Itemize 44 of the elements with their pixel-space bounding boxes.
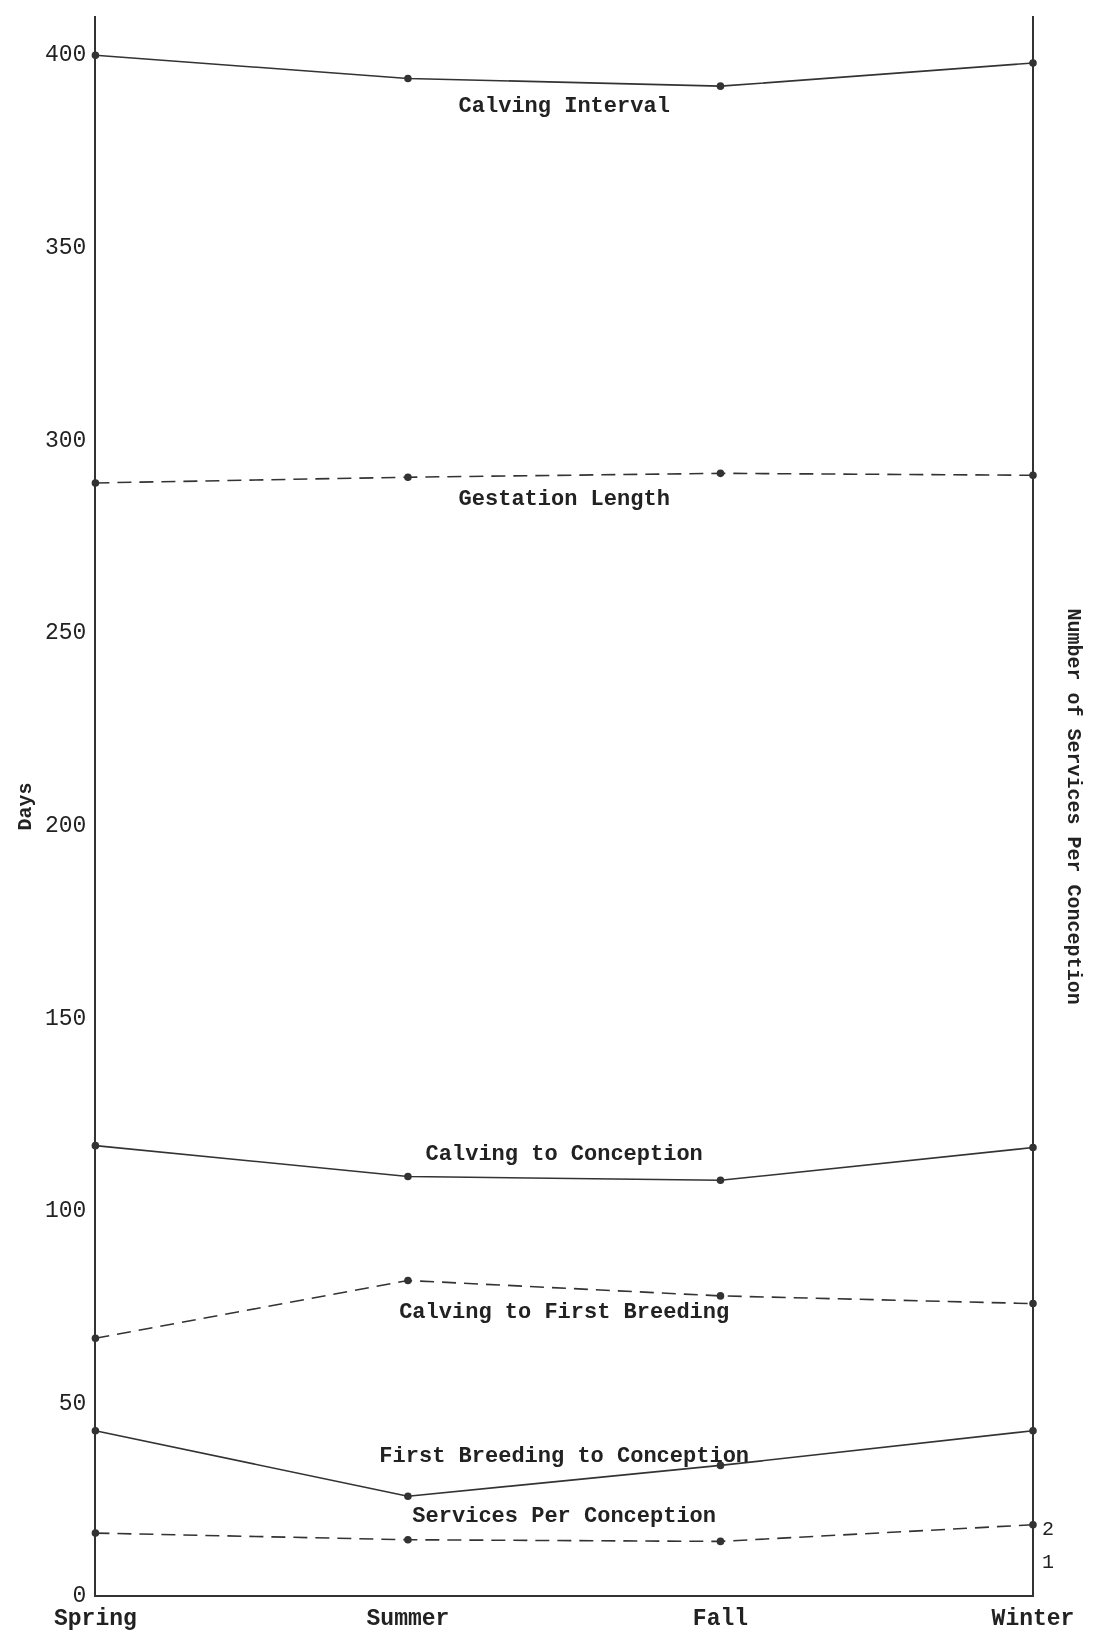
point bbox=[716, 82, 725, 90]
point bbox=[1029, 1426, 1037, 1435]
y-tick-label: 50 bbox=[58, 1390, 87, 1417]
point bbox=[91, 1529, 100, 1537]
point bbox=[91, 1334, 100, 1343]
y-tick-label: 100 bbox=[44, 1198, 87, 1225]
point bbox=[404, 1276, 412, 1285]
point bbox=[716, 1176, 725, 1185]
point bbox=[91, 1426, 100, 1435]
x-tick-label: Summer bbox=[366, 1606, 450, 1632]
point bbox=[1029, 1520, 1037, 1529]
y-tick-label: 300 bbox=[44, 427, 87, 454]
series-label: Calving Interval bbox=[458, 93, 670, 119]
point bbox=[404, 1535, 412, 1544]
point bbox=[716, 1537, 725, 1546]
series-label: First Breeding to Conception bbox=[379, 1444, 750, 1470]
y-tick-label: 400 bbox=[44, 42, 87, 69]
point bbox=[1029, 471, 1037, 480]
point bbox=[404, 473, 412, 481]
y2-tick-label: 2 bbox=[1042, 1518, 1055, 1542]
point bbox=[404, 1172, 412, 1181]
point bbox=[91, 479, 100, 487]
y-axis-title: Days bbox=[14, 782, 38, 831]
point bbox=[91, 1141, 100, 1150]
point bbox=[1029, 1299, 1037, 1308]
point bbox=[404, 74, 412, 83]
y-tick-label: 200 bbox=[44, 812, 87, 839]
x-tick-label: Winter bbox=[991, 1606, 1075, 1632]
x-tick-label: Fall bbox=[692, 1606, 749, 1632]
y2-axis-title: Number of Services Per Conception bbox=[1061, 608, 1085, 1005]
y-tick-label: 250 bbox=[44, 620, 87, 647]
series-label: Calving to Conception bbox=[425, 1141, 703, 1167]
y-tick-label: 150 bbox=[44, 1005, 87, 1032]
series-label: Services Per Conception bbox=[412, 1504, 717, 1530]
point bbox=[1029, 59, 1037, 67]
y-tick-label: 350 bbox=[44, 235, 87, 262]
point bbox=[404, 1492, 412, 1501]
y2-tick-label: 1 bbox=[1042, 1551, 1055, 1575]
point bbox=[91, 51, 100, 60]
point bbox=[1029, 1143, 1037, 1152]
point bbox=[716, 469, 725, 478]
series-label: Gestation Length bbox=[458, 486, 670, 512]
point bbox=[716, 1292, 725, 1300]
series-label: Calving to First Breeding bbox=[399, 1299, 730, 1325]
